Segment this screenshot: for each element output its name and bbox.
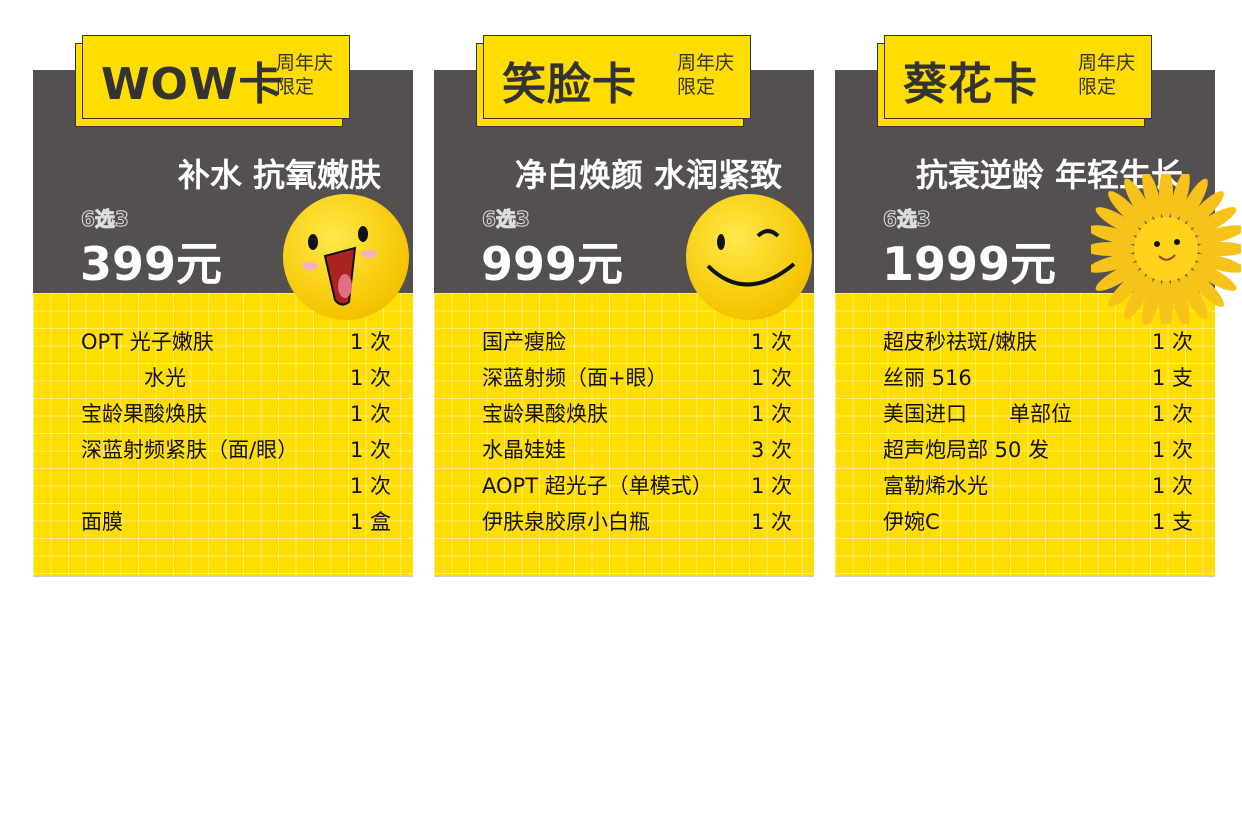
card-price: 1999元 [882, 237, 1057, 291]
item-list: 国产瘦脸 1 次深蓝射频（面+眼） 1 次宝龄果酸焕肤 1 次水晶娃娃 3 次 AOPT … [482, 326, 792, 542]
item-qty: 3 次 [750, 438, 792, 462]
item-qty: 1 次 [750, 510, 792, 534]
promo-card: 葵花卡 周年庆 限定 抗衰逆龄 年轻生长 6选3 1999元 超皮秒祛斑/嫩肤 1 次… [835, 35, 1242, 577]
sunflower-face-icon [1085, 168, 1242, 330]
item-qty: 1 次 [750, 366, 792, 390]
card-tag: 周年庆 限定 [1078, 51, 1135, 99]
card-price: 399元 [80, 237, 223, 291]
pick-rule: 6选3 [482, 207, 531, 232]
item-name: 伊婉C [883, 510, 940, 534]
card-label: WOW卡 周年庆 限定 [82, 35, 350, 119]
item-name: AOPT 超光子（单模式） [482, 474, 713, 498]
tag-line-1: 周年庆 [1078, 52, 1136, 74]
item-list: OPT 光子嫩肤 1 次 水光 1 次宝龄果酸焕肤 1 次深蓝射频紧肤（面/眼） 1 次… [81, 326, 391, 542]
item-name: 深蓝射频紧肤（面/眼） [81, 438, 299, 462]
list-item: AOPT 超光子（单模式） 1 次 [482, 470, 792, 506]
card-label: 笑脸卡 周年庆 限定 [483, 35, 751, 119]
item-list: 超皮秒祛斑/嫩肤 1 次丝丽 516 1 支美国进口 单部位 1 次超声炮局部 50 … [883, 326, 1193, 542]
item-name: 水晶娃娃 [482, 438, 566, 462]
item-name: 水光 [81, 366, 186, 390]
card-items-panel [835, 293, 1215, 577]
list-item: 伊婉C 1 支 [883, 506, 1193, 542]
item-qty: 1 次 [349, 330, 391, 354]
list-item: OPT 光子嫩肤 1 次 [81, 326, 391, 362]
list-item: 面膜 1 盒 [81, 506, 391, 542]
list-item: 深蓝射频紧肤（面/眼） 1 次 [81, 434, 391, 470]
card-tag: 周年庆 限定 [276, 51, 333, 99]
list-item: 丝丽 516 1 支 [883, 362, 1193, 398]
pick-rule: 6选3 [81, 207, 130, 232]
item-qty: 1 支 [1151, 366, 1193, 390]
item-name: 美国进口 单部位 [883, 402, 1072, 426]
list-item: 宝龄果酸焕肤 1 次 [482, 398, 792, 434]
list-item: 宝龄果酸焕肤 1 次 [81, 398, 391, 434]
item-name: 深蓝射频（面+眼） [482, 366, 668, 390]
item-qty: 1 次 [349, 438, 391, 462]
card-price: 999元 [481, 237, 624, 291]
card-slogan: 抗衰逆龄 年轻生长 [915, 156, 1183, 194]
item-qty: 1 次 [1151, 474, 1193, 498]
item-name: 宝龄果酸焕肤 [482, 402, 608, 426]
list-item: 深蓝射频（面+眼） 1 次 [482, 362, 792, 398]
item-name: 面膜 [81, 510, 123, 534]
item-qty: 1 次 [750, 474, 792, 498]
tag-line-2: 限定 [677, 76, 716, 98]
list-item: 伊肤泉胶原小白瓶 1 次 [482, 506, 792, 542]
list-item: 1 次 [81, 470, 391, 506]
card-name: WOW卡 [101, 59, 284, 110]
tag-line-2: 限定 [276, 76, 315, 98]
item-qty: 1 支 [1151, 510, 1193, 534]
list-item: 国产瘦脸 1 次 [482, 326, 792, 362]
item-qty: 1 次 [1151, 438, 1193, 462]
item-qty: 1 次 [349, 366, 391, 390]
item-qty: 1 次 [750, 330, 792, 354]
tag-line-1: 周年庆 [677, 52, 735, 74]
item-name: 超皮秒祛斑/嫩肤 [883, 330, 1038, 354]
item-name: 丝丽 516 [883, 366, 972, 390]
item-name: 国产瘦脸 [482, 330, 566, 354]
item-qty: 1 次 [750, 402, 792, 426]
tag-line-1: 周年庆 [276, 52, 334, 74]
item-qty: 1 盒 [349, 510, 391, 534]
card-name: 笑脸卡 [502, 59, 637, 110]
list-item: 水光 1 次 [81, 362, 391, 398]
card-tag: 周年庆 限定 [677, 51, 734, 99]
promo-card: WOW卡 周年庆 限定 补水 抗氧嫩肤 6选3 399元 OPT 光子嫩肤 1 次 水… [33, 35, 413, 577]
list-item: 富勒烯水光 1 次 [883, 470, 1193, 506]
item-name: 富勒烯水光 [883, 474, 988, 498]
pick-rule: 6选3 [883, 207, 932, 232]
card-slogan: 净白焕颜 水润紧致 [514, 156, 782, 194]
card-label: 葵花卡 周年庆 限定 [884, 35, 1152, 119]
item-qty: 1 次 [349, 402, 391, 426]
laughing-face-icon [283, 194, 409, 320]
item-qty: 1 次 [1151, 402, 1193, 426]
item-name: OPT 光子嫩肤 [81, 330, 214, 354]
promo-card: 笑脸卡 周年庆 限定 净白焕颜 水润紧致 6选3 999元 国产瘦脸 1 次深蓝射频（… [434, 35, 814, 577]
card-name: 葵花卡 [903, 59, 1038, 110]
item-qty: 1 次 [1151, 330, 1193, 354]
card-items-panel [33, 293, 413, 577]
tag-line-2: 限定 [1078, 76, 1117, 98]
card-items-panel [434, 293, 814, 577]
list-item: 水晶娃娃 3 次 [482, 434, 792, 470]
item-name: 伊肤泉胶原小白瓶 [482, 510, 650, 534]
winking-face-icon [686, 194, 812, 320]
item-name: 宝龄果酸焕肤 [81, 402, 207, 426]
item-name: 超声炮局部 50 发 [883, 438, 1050, 462]
list-item: 美国进口 单部位 1 次 [883, 398, 1193, 434]
list-item: 超声炮局部 50 发 1 次 [883, 434, 1193, 470]
list-item: 超皮秒祛斑/嫩肤 1 次 [883, 326, 1193, 362]
card-slogan: 补水 抗氧嫩肤 [177, 156, 381, 194]
item-qty: 1 次 [349, 474, 391, 498]
